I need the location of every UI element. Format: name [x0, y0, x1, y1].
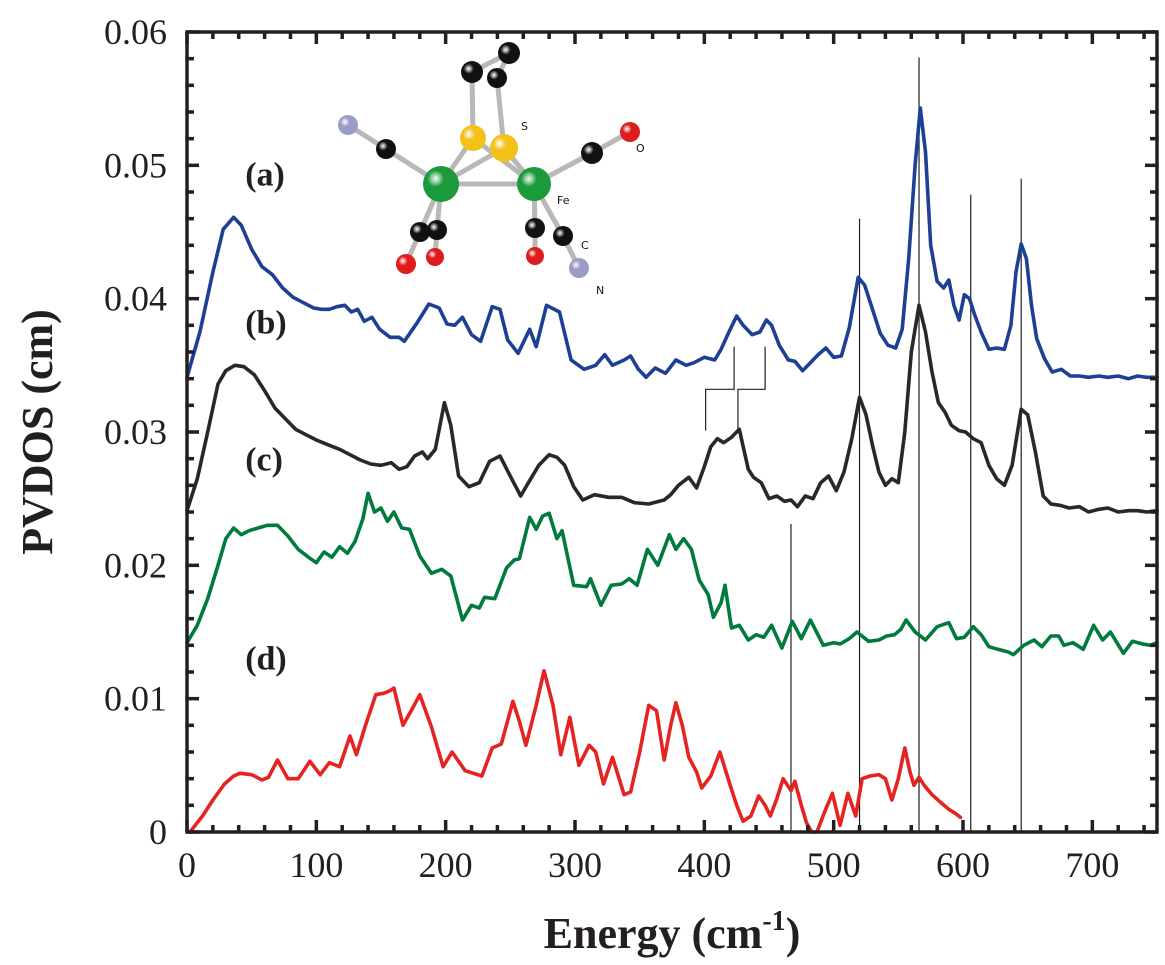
x-axis-title: Energy (cm-1)	[544, 906, 801, 958]
atom-c	[581, 142, 603, 164]
atom-c	[525, 218, 545, 238]
x-tick-label: 400	[677, 845, 731, 885]
shift-bracket	[705, 346, 735, 431]
y-tick-label: 0.04	[104, 279, 167, 319]
x-tick-label: 500	[807, 845, 861, 885]
atom-s	[490, 134, 518, 162]
atom-label-fe: Fe	[557, 194, 570, 207]
y-tick-label: 0.02	[104, 545, 167, 585]
y-tick-label: 0.05	[104, 145, 167, 185]
shift-bracket	[737, 346, 766, 430]
x-tick-label: 200	[419, 845, 473, 885]
panel-label: (c)	[245, 442, 283, 479]
atom-c	[487, 68, 507, 88]
atom-o	[426, 248, 444, 266]
y-tick-label: 0.01	[104, 679, 167, 719]
atom-c	[427, 220, 447, 240]
series-group	[185, 106, 1159, 834]
atom-label-o: O	[636, 142, 645, 155]
atom-n	[338, 115, 358, 135]
x-tick-label: 300	[548, 845, 602, 885]
panel-label: (d)	[245, 640, 287, 677]
atom-label-s: S	[521, 120, 528, 133]
annotation-lines	[705, 57, 1022, 832]
atom-c	[410, 222, 430, 242]
series-line-c	[185, 491, 1159, 657]
panel-label: (a)	[245, 156, 285, 193]
atom-n	[569, 258, 589, 278]
molecule-inset: S O Fe C N	[338, 42, 645, 297]
axes: 0 100 200 300 400 500 600 700 0 0.01 0.02 0.03 0.04 0…	[104, 12, 1159, 885]
x-axis-title-main: Energy (cm	[544, 909, 763, 958]
x-axis-title-sup: -1	[762, 906, 785, 937]
x-tick-label: 0	[178, 845, 196, 885]
atom-c	[498, 42, 520, 64]
series-line-a	[185, 106, 1159, 381]
atom-o	[396, 254, 416, 274]
y-tick-label: 0	[149, 812, 167, 852]
panel-label: (b)	[245, 304, 287, 341]
atom-o	[526, 247, 544, 265]
atom-label-c: C	[581, 239, 589, 252]
y-axis-title: PVDOS (cm)	[13, 309, 62, 555]
atom-c	[461, 61, 483, 83]
atom-fe	[423, 166, 459, 202]
x-tick-label: 600	[936, 845, 990, 885]
series-line-b	[185, 303, 1159, 514]
atom-s	[460, 125, 486, 151]
atom-c	[553, 226, 573, 246]
y-tick-label: 0.06	[104, 12, 167, 52]
atom-c	[376, 139, 396, 159]
x-axis-title-end: )	[786, 909, 801, 958]
atom-fe	[517, 167, 551, 201]
x-tick-label: 100	[289, 845, 343, 885]
series-line-d	[189, 668, 963, 834]
panel-labels: (a) (b) (c) (d)	[245, 156, 287, 677]
atom-label-n: N	[596, 284, 604, 297]
x-tick-label: 700	[1065, 845, 1119, 885]
y-tick-label: 0.03	[104, 412, 167, 452]
atom-o	[620, 122, 640, 142]
